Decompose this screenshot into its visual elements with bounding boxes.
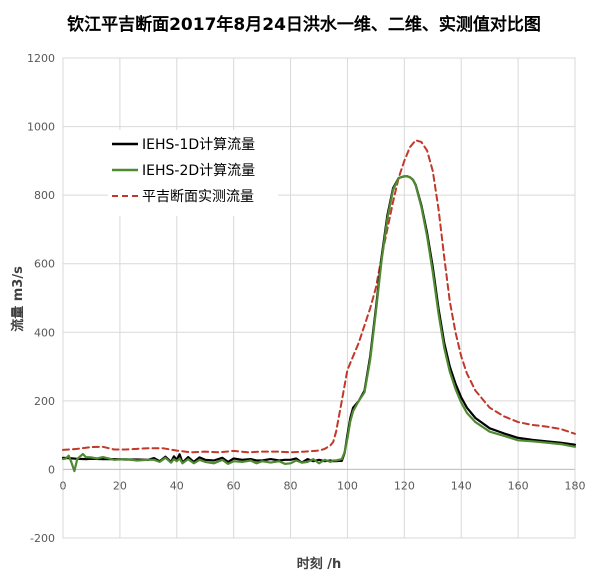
series-line-1 xyxy=(61,175,577,464)
chart-title: 钦江平吉断面2017年8月24日洪水一维、二维、实测值对比图 xyxy=(67,14,541,35)
x-tick-label: 80 xyxy=(284,479,298,492)
y-tick-label: 600 xyxy=(34,258,55,271)
x-tick-label: 180 xyxy=(565,479,586,492)
y-tick-label: 400 xyxy=(34,326,55,339)
y-tick-label: 800 xyxy=(34,189,55,202)
axes: -200 0 200 400 600 800 1000 1200 0 20 40 60 80 100 120… xyxy=(27,52,586,545)
y-tick-label: 1000 xyxy=(27,121,55,134)
legend-entry: IEHS-1D计算流量 xyxy=(142,137,255,153)
series-line-2 xyxy=(61,175,577,473)
y-tick-label: 0 xyxy=(48,463,55,476)
y-tick-label: 1200 xyxy=(27,52,55,65)
x-tick-label: 120 xyxy=(394,479,415,492)
series-lines xyxy=(61,139,577,473)
series-line-3 xyxy=(62,139,576,454)
x-tick-label: 60 xyxy=(227,479,241,492)
legend-entry: IEHS-2D计算流量 xyxy=(142,163,255,179)
legend-entry: 平吉断面实测流量 xyxy=(142,189,254,205)
x-tick-label: 160 xyxy=(508,479,529,492)
x-tick-label: 40 xyxy=(170,479,184,492)
y-axis-label: 流量 m3/s xyxy=(10,266,26,332)
y-tick-label: -200 xyxy=(30,532,55,545)
x-tick-label: 0 xyxy=(60,479,67,492)
x-tick-label: 20 xyxy=(113,479,127,492)
y-tick-label: 200 xyxy=(34,395,55,408)
x-axis-label: 时刻 /h xyxy=(297,556,342,572)
x-tick-label: 100 xyxy=(337,479,358,492)
x-tick-label: 140 xyxy=(451,479,472,492)
